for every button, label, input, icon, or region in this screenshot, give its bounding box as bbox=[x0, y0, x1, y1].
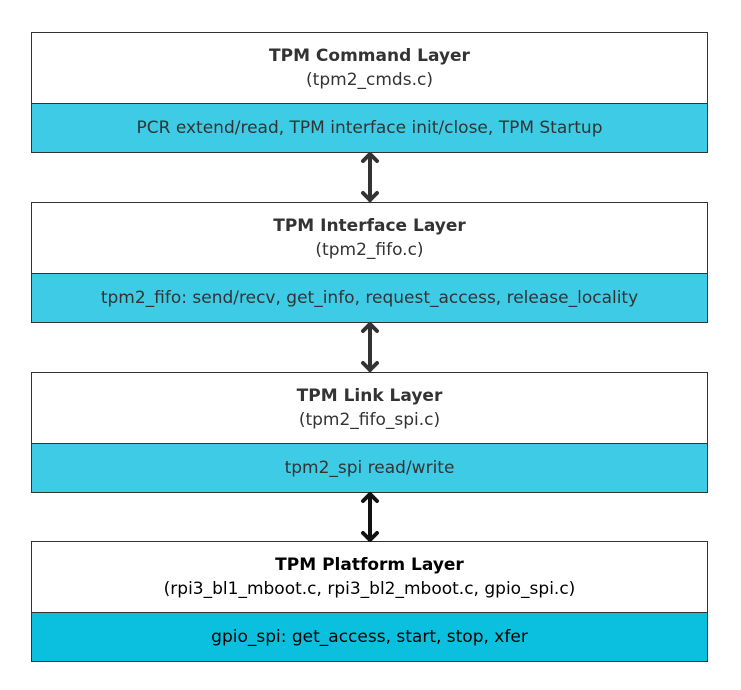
bidirectional-arrow-icon bbox=[361, 492, 379, 542]
bidirectional-arrow-icon bbox=[361, 152, 379, 202]
layer-header: TPM Interface Layer (tpm2_fifo.c) bbox=[32, 203, 707, 274]
layer-functions: gpio_spi: get_access, start, stop, xfer bbox=[32, 613, 707, 661]
layer-file: (rpi3_bl1_mboot.c, rpi3_bl2_mboot.c, gpi… bbox=[163, 579, 576, 599]
layer-box: TPM Command Layer (tpm2_cmds.c) PCR exte… bbox=[31, 32, 708, 153]
layer-box: TPM Platform Layer (rpi3_bl1_mboot.c, rp… bbox=[31, 541, 708, 662]
layer-functions: tpm2_fifo: send/recv, get_info, request_… bbox=[32, 274, 707, 322]
layer-title: TPM Platform Layer bbox=[275, 555, 464, 575]
layer-header: TPM Link Layer (tpm2_fifo_spi.c) bbox=[32, 373, 707, 444]
layer-file: (tpm2_fifo.c) bbox=[315, 240, 424, 260]
bidirectional-arrow-icon bbox=[361, 322, 379, 372]
layer-header: TPM Command Layer (tpm2_cmds.c) bbox=[32, 33, 707, 104]
layer-functions: tpm2_spi read/write bbox=[32, 444, 707, 492]
layer-file: (tpm2_cmds.c) bbox=[306, 70, 433, 90]
layer-file: (tpm2_fifo_spi.c) bbox=[298, 410, 441, 430]
layer-box: TPM Link Layer (tpm2_fifo_spi.c) tpm2_sp… bbox=[31, 372, 708, 493]
layer-functions: PCR extend/read, TPM interface init/clos… bbox=[32, 104, 707, 152]
layer-header: TPM Platform Layer (rpi3_bl1_mboot.c, rp… bbox=[32, 542, 707, 613]
layer-title: TPM Interface Layer bbox=[273, 216, 466, 236]
layer-box: TPM Interface Layer (tpm2_fifo.c) tpm2_f… bbox=[31, 202, 708, 323]
layer-title: TPM Link Layer bbox=[296, 386, 443, 406]
layer-title: TPM Command Layer bbox=[269, 46, 470, 66]
